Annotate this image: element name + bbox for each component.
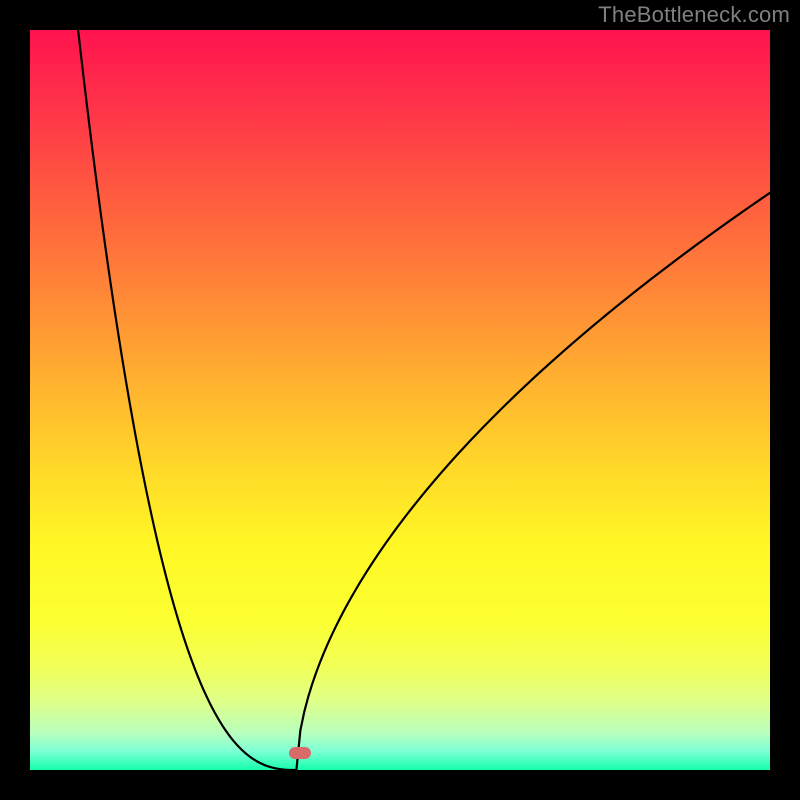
plot-area bbox=[30, 30, 770, 770]
watermark-text: TheBottleneck.com bbox=[598, 2, 790, 28]
bottleneck-curve-svg bbox=[30, 30, 770, 770]
bottleneck-curve bbox=[78, 30, 770, 770]
bottleneck-marker bbox=[289, 747, 311, 759]
chart-frame: TheBottleneck.com bbox=[0, 0, 800, 800]
